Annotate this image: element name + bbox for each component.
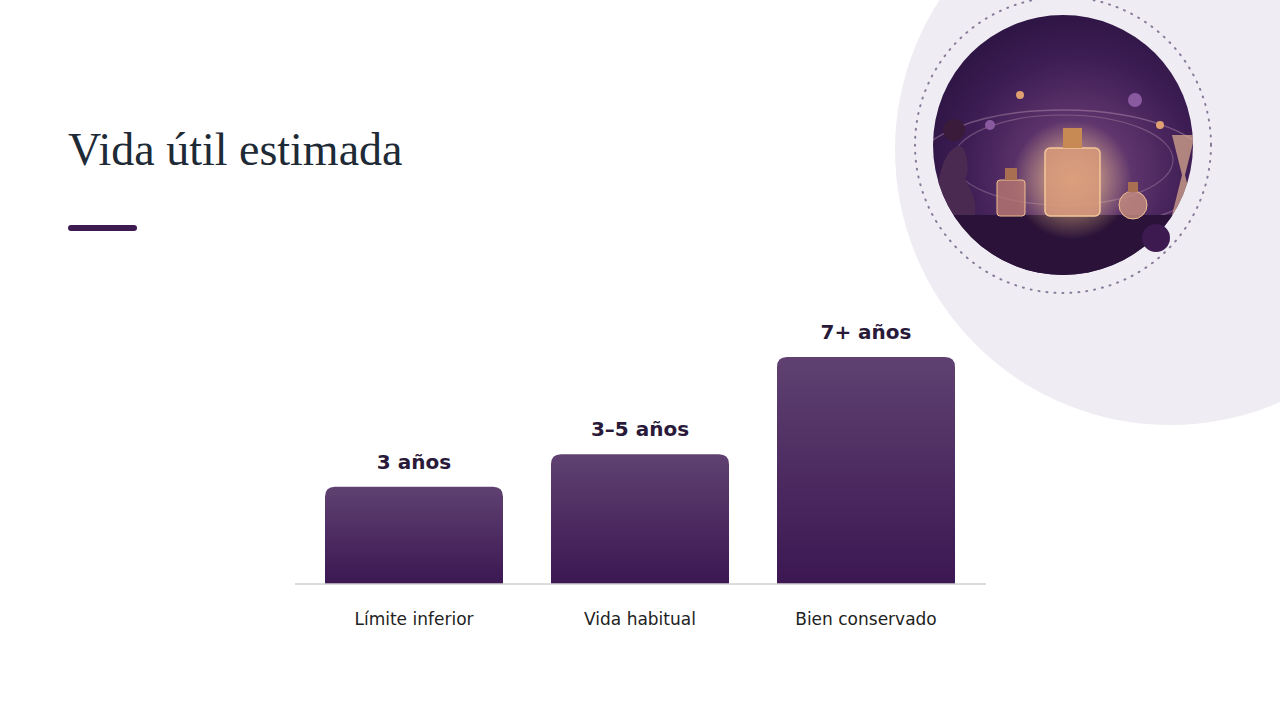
bar (777, 357, 955, 584)
hourglass (1172, 135, 1195, 215)
bottle-cap (1005, 168, 1017, 180)
bars (325, 357, 955, 584)
title: Vida útil estimada (68, 124, 403, 175)
sphere (985, 120, 995, 130)
dotted-ring (915, 0, 1211, 293)
orbit (913, 110, 1213, 230)
accent-dot (1142, 224, 1170, 252)
sphere (1128, 93, 1142, 107)
glow (1012, 120, 1132, 240)
figure (935, 146, 976, 215)
bar (325, 487, 503, 584)
bar (551, 454, 729, 584)
figure-head (943, 119, 965, 141)
data-label: 3–5 años (591, 417, 689, 441)
category-label: Bien conservado (795, 609, 937, 629)
category-label: Límite inferior (354, 609, 473, 629)
bottle-cap (1128, 182, 1138, 192)
page: Vida útil estimada3 añosLímite inferior3… (0, 0, 1280, 720)
title-underline (68, 225, 137, 231)
x-axis (295, 583, 986, 585)
bottle (1045, 148, 1100, 216)
category-label: Vida habitual (584, 609, 696, 629)
data-label: 3 años (377, 450, 451, 474)
illustration-bg (930, 10, 1200, 280)
bottle (997, 180, 1025, 216)
bottle (1119, 191, 1147, 219)
sphere (1016, 91, 1024, 99)
sphere (1156, 121, 1164, 129)
illustration (913, 10, 1213, 285)
bottle-cap (1063, 128, 1082, 148)
data-label: 7+ años (820, 320, 911, 344)
labels: 3 años Límite inferior 3–5 años Vida habitu… (354, 320, 936, 629)
